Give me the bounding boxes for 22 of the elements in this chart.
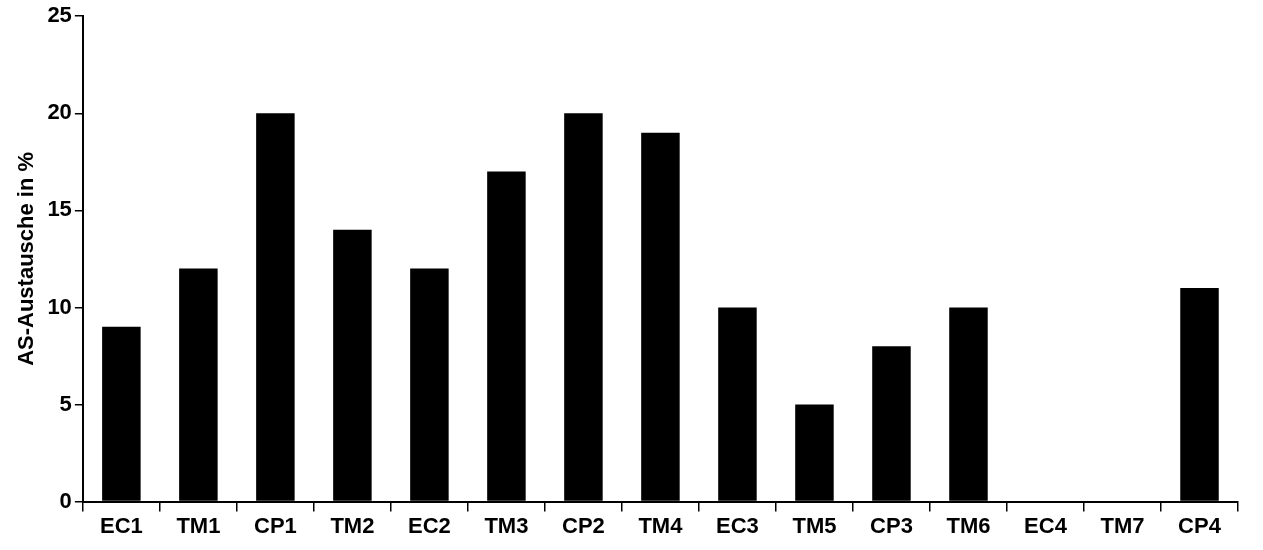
y-tick-label: 25 [47, 2, 72, 28]
x-tick-label: CP4 [1178, 512, 1222, 538]
x-tick-label: EC4 [1024, 512, 1068, 538]
y-axis-title: AS-Austausche in % [13, 151, 39, 366]
y-tick-label: 10 [47, 293, 72, 319]
x-tick-label: TM3 [484, 512, 529, 538]
y-tick-label: 20 [47, 99, 72, 125]
y-tick-label: 15 [47, 196, 72, 222]
x-tick-label: EC2 [408, 512, 451, 538]
x-tick-label: TM7 [1100, 512, 1145, 538]
x-tick-label: CP2 [562, 512, 605, 538]
x-tick-label: TM2 [330, 512, 375, 538]
x-tick-label: CP1 [253, 512, 297, 538]
x-tick-label: EC3 [716, 512, 759, 538]
y-tick-label: 0 [59, 487, 72, 513]
x-tick-label: TM4 [638, 512, 684, 538]
x-tick-label: EC1 [99, 512, 143, 538]
y-tick-label: 5 [59, 390, 72, 416]
x-tick-label: TM1 [176, 512, 221, 538]
x-tick-label: TM5 [792, 512, 837, 538]
x-tick-label: TM6 [946, 512, 991, 538]
x-tick-label: CP3 [870, 512, 913, 538]
